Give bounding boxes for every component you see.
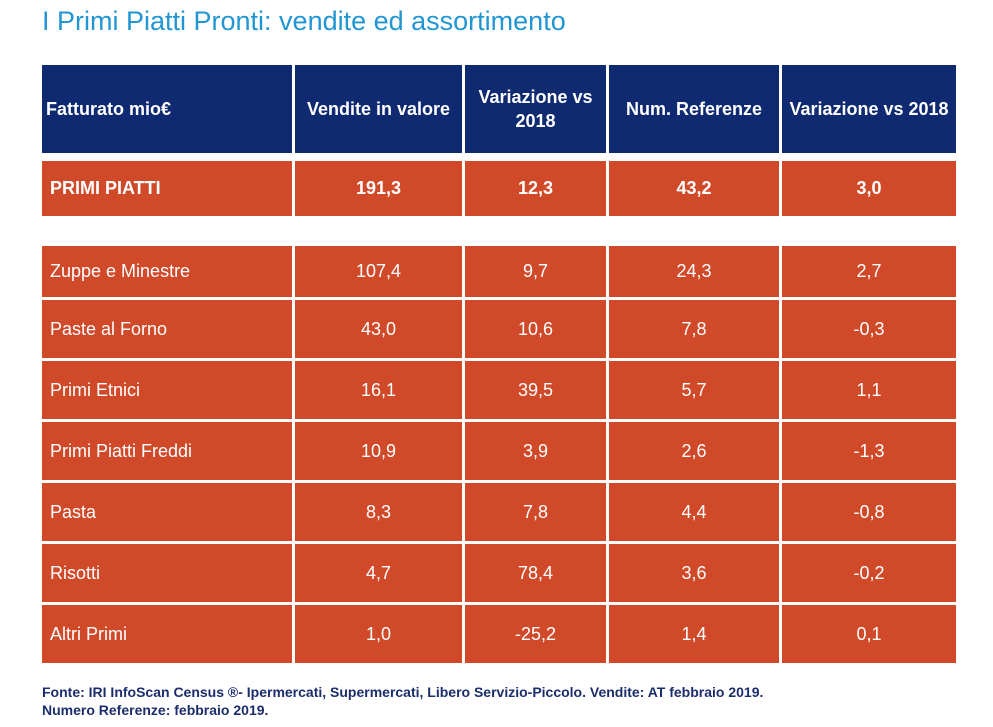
- table-row: Risotti 4,7 78,4 3,6 -0,2: [42, 544, 956, 602]
- header-cell-referenze: Num. Referenze: [609, 65, 779, 153]
- header-cell-fatturato: Fatturato mio€: [42, 65, 292, 153]
- table-total-row: PRIMI PIATTI 191,3 12,3 43,2 3,0: [42, 161, 956, 216]
- row-cell-variazione-referenze: 1,1: [782, 361, 956, 419]
- header-cell-variazione-referenze: Variazione vs 2018: [782, 65, 956, 153]
- row-cell-vendite: 1,0: [295, 605, 462, 663]
- table-row: Primi Etnici 16,1 39,5 5,7 1,1: [42, 361, 956, 419]
- total-cell-vendite: 191,3: [295, 161, 462, 216]
- total-cell-variazione-referenze: 3,0: [782, 161, 956, 216]
- row-cell-variazione-referenze: 2,7: [782, 246, 956, 297]
- row-cell-variazione-referenze: -1,3: [782, 422, 956, 480]
- total-cell-referenze: 43,2: [609, 161, 779, 216]
- table-row: Zuppe e Minestre 107,4 9,7 24,3 2,7: [42, 246, 956, 297]
- table-row: Paste al Forno 43,0 10,6 7,8 -0,3: [42, 300, 956, 358]
- row-cell-variazione-referenze: 0,1: [782, 605, 956, 663]
- row-cell-category: Altri Primi: [42, 605, 292, 663]
- row-cell-referenze: 4,4: [609, 483, 779, 541]
- source-note: Fonte: IRI InfoScan Census ®- Ipermercat…: [42, 683, 763, 719]
- row-cell-referenze: 7,8: [609, 300, 779, 358]
- row-cell-category: Primi Piatti Freddi: [42, 422, 292, 480]
- row-cell-referenze: 1,4: [609, 605, 779, 663]
- row-cell-vendite: 16,1: [295, 361, 462, 419]
- page-title: I Primi Piatti Pronti: vendite ed assort…: [42, 6, 566, 36]
- table-row: Primi Piatti Freddi 10,9 3,9 2,6 -1,3: [42, 422, 956, 480]
- header-cell-vendite: Vendite in valore: [295, 65, 462, 153]
- row-cell-variazione-vendite: 10,6: [465, 300, 606, 358]
- row-cell-variazione-referenze: -0,8: [782, 483, 956, 541]
- source-note-line-1: Fonte: IRI InfoScan Census ®- Ipermercat…: [42, 684, 764, 700]
- row-cell-variazione-vendite: 9,7: [465, 246, 606, 297]
- row-cell-vendite: 107,4: [295, 246, 462, 297]
- row-cell-variazione-vendite: 39,5: [465, 361, 606, 419]
- source-note-line-2: Numero Referenze: febbraio 2019.: [42, 702, 269, 718]
- row-cell-variazione-referenze: -0,3: [782, 300, 956, 358]
- header-cell-variazione-vendite: Variazione vs 2018: [465, 65, 606, 153]
- total-cell-variazione-vendite: 12,3: [465, 161, 606, 216]
- row-cell-variazione-vendite: 78,4: [465, 544, 606, 602]
- row-cell-referenze: 3,6: [609, 544, 779, 602]
- row-cell-referenze: 2,6: [609, 422, 779, 480]
- row-cell-variazione-referenze: -0,2: [782, 544, 956, 602]
- row-cell-category: Risotti: [42, 544, 292, 602]
- row-cell-category: Pasta: [42, 483, 292, 541]
- table-header-row: Fatturato mio€ Vendite in valore Variazi…: [42, 65, 956, 153]
- row-cell-vendite: 8,3: [295, 483, 462, 541]
- table-row: Altri Primi 1,0 -25,2 1,4 0,1: [42, 605, 956, 663]
- row-cell-variazione-vendite: -25,2: [465, 605, 606, 663]
- row-cell-vendite: 4,7: [295, 544, 462, 602]
- row-cell-variazione-vendite: 7,8: [465, 483, 606, 541]
- row-cell-vendite: 43,0: [295, 300, 462, 358]
- row-cell-referenze: 5,7: [609, 361, 779, 419]
- row-cell-category: Primi Etnici: [42, 361, 292, 419]
- row-cell-variazione-vendite: 3,9: [465, 422, 606, 480]
- row-cell-category: Paste al Forno: [42, 300, 292, 358]
- table-row: Pasta 8,3 7,8 4,4 -0,8: [42, 483, 956, 541]
- total-cell-category: PRIMI PIATTI: [42, 161, 292, 216]
- row-cell-vendite: 10,9: [295, 422, 462, 480]
- row-cell-referenze: 24,3: [609, 246, 779, 297]
- row-cell-category: Zuppe e Minestre: [42, 246, 292, 297]
